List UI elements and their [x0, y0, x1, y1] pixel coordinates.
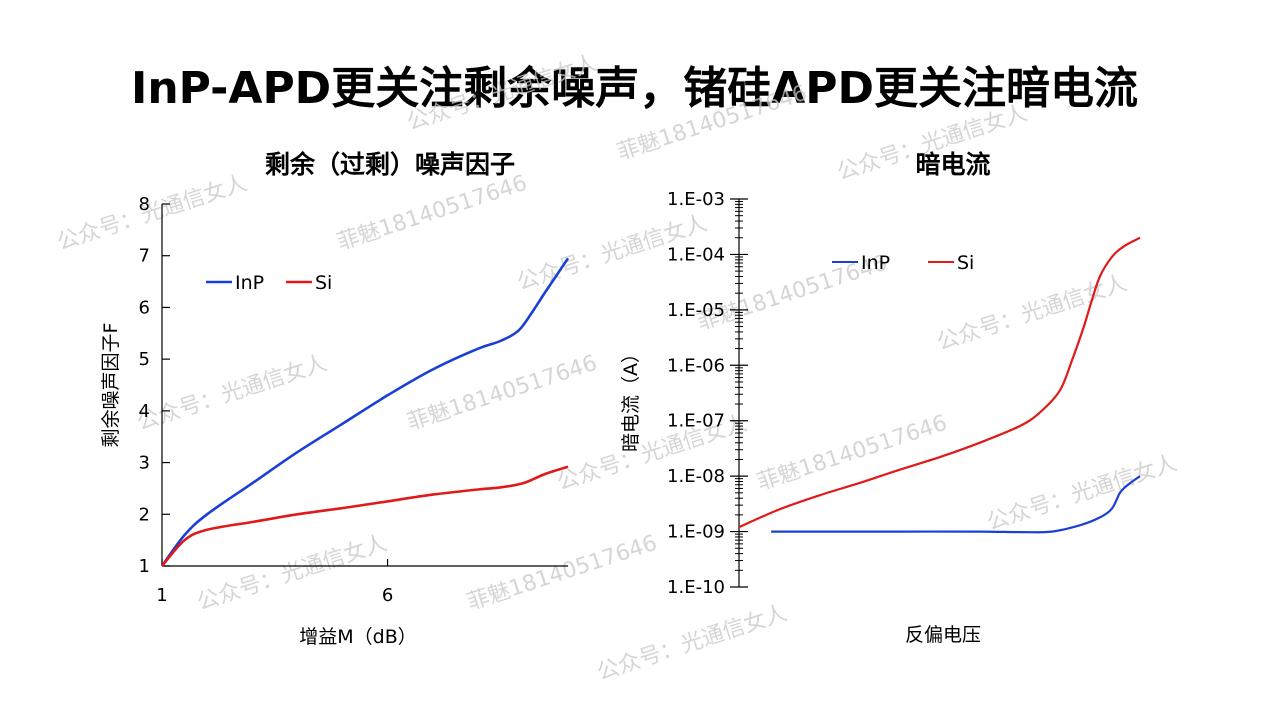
- y-tick-label: 1.E-06: [667, 355, 725, 376]
- watermark-text: 公众号：光通信女人: [404, 51, 600, 136]
- y-tick-label: 1.E-07: [667, 411, 725, 432]
- y-tick-label: 5: [139, 349, 150, 370]
- chart-title: 剩余（过剩）噪声因子: [265, 150, 515, 179]
- watermark-text: 公众号：光通信女人: [934, 271, 1130, 356]
- y-tick-label: 1.E-10: [667, 577, 725, 598]
- y-tick-label: 1.E-04: [667, 244, 725, 265]
- legend: InP Si: [832, 252, 974, 274]
- legend-label-inp: InP: [235, 272, 264, 294]
- y-tick-label: 3: [139, 453, 150, 474]
- watermark-text: 公众号：光通信女人: [54, 171, 250, 256]
- x-tick-label: 6: [382, 585, 393, 606]
- x-axis-label: 反偏电压: [905, 624, 981, 646]
- y-tick-label: 6: [139, 297, 150, 318]
- y-tick-label: 7: [139, 246, 150, 267]
- watermark-text: 公众号：光通信女人: [134, 351, 330, 436]
- watermark-text: 菲魅18140517646: [754, 411, 950, 496]
- watermark-text: 菲魅18140517646: [614, 81, 810, 166]
- x-tick-label: 1: [156, 585, 167, 606]
- y-tick-label: 1: [139, 556, 150, 577]
- y-tick-label: 2: [139, 504, 150, 525]
- y-axis-label: 暗电流（A）: [620, 344, 642, 452]
- legend: InP Si: [206, 272, 332, 294]
- noise-factor-chart: 剩余（过剩）噪声因子 1 2 3 4 5 6 7 8 1 6 增益M（dB） 剩余噪声因子F InP Si: [100, 150, 570, 648]
- y-tick-label: 1.E-08: [667, 466, 725, 487]
- watermark-text: 公众号：光通信女人: [594, 601, 790, 686]
- legend-label-si: Si: [315, 272, 332, 294]
- legend-label-si: Si: [957, 252, 974, 274]
- watermark-text: 公众号：光通信女人: [194, 531, 390, 616]
- slide-title: InP-APD更关注剩余噪声，锗硅APD更关注暗电流: [130, 63, 1139, 114]
- watermark-text: 菲魅18140517646: [404, 351, 600, 436]
- series-line-inp: [771, 475, 1141, 534]
- watermark-text: 菲魅18140517646: [334, 171, 530, 256]
- y-tick-label: 1.E-05: [667, 300, 725, 321]
- series-line-inp: [160, 257, 570, 567]
- dark-current-chart: 暗电流 1.E-10 1.E-09 1.E-08 1.E-07 1.E-06 1.E-05 1…: [620, 150, 1141, 646]
- series-line-si: [161, 465, 569, 567]
- y-tick-label: 4: [139, 401, 150, 422]
- watermark-text: 菲魅18140517646: [464, 531, 660, 616]
- y-tick-label: 1.E-09: [667, 522, 725, 543]
- y-axis-label: 剩余噪声因子F: [100, 323, 122, 448]
- y-tick-label: 1.E-03: [667, 189, 725, 210]
- watermark-text: 公众号：光通信女人: [984, 451, 1180, 536]
- chart-title: 暗电流: [915, 150, 990, 179]
- x-axis-label: 增益M（dB）: [299, 626, 417, 648]
- series-line-si: [738, 236, 1141, 529]
- legend-label-inp: InP: [861, 252, 890, 274]
- y-tick-label: 8: [139, 194, 150, 215]
- watermark-layer: 公众号：光通信女人 菲魅18140517646公众号：光通信女人菲魅1814051…: [54, 51, 1180, 686]
